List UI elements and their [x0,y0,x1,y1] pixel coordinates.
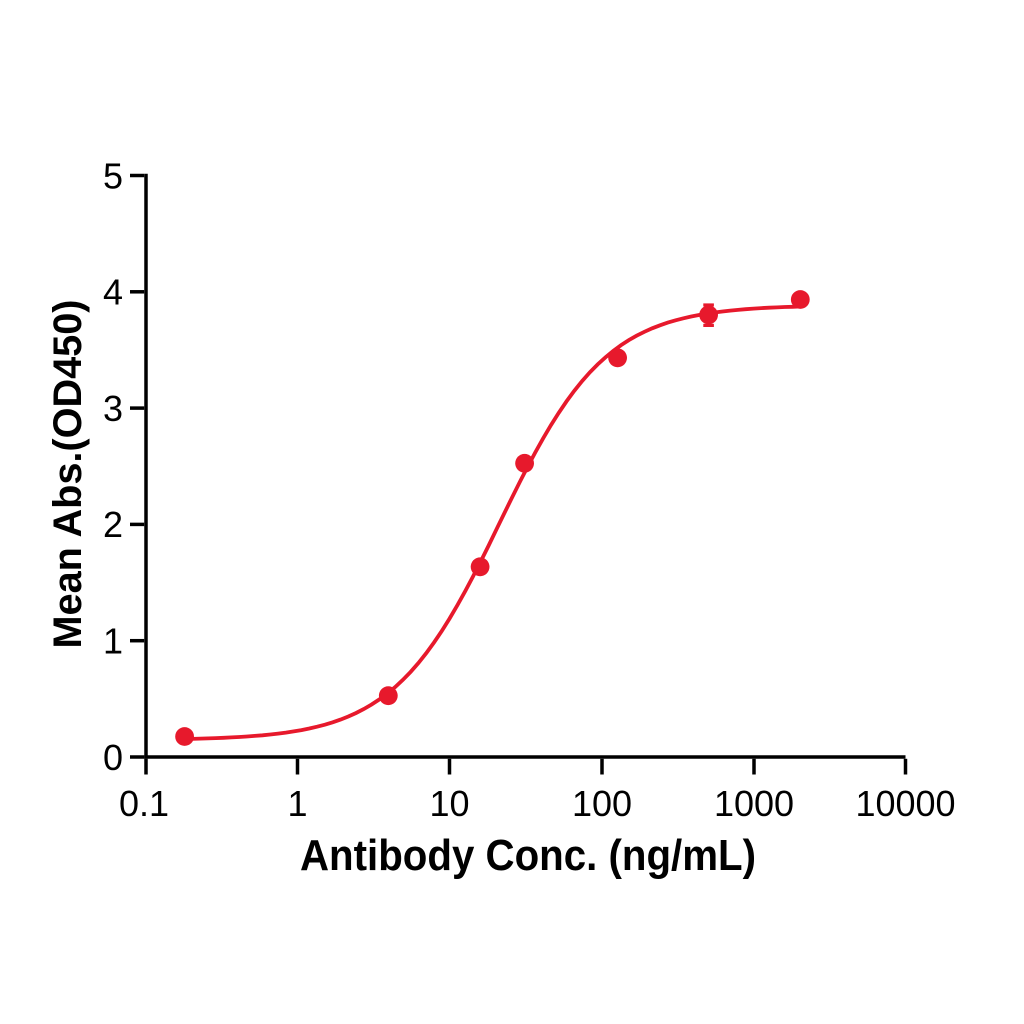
svg-text:Antibody Conc. (ng/mL): Antibody Conc. (ng/mL) [300,831,756,880]
svg-text:10: 10 [429,783,469,824]
svg-text:5: 5 [103,155,123,196]
svg-text:0.1: 0.1 [119,783,169,824]
svg-text:4: 4 [103,272,123,313]
svg-text:3: 3 [103,388,123,429]
svg-text:10000: 10000 [855,783,955,824]
svg-text:1000: 1000 [714,783,794,824]
svg-text:Mean Abs.(OD450): Mean Abs.(OD450) [46,300,90,649]
svg-text:2: 2 [103,504,123,545]
svg-text:100: 100 [572,783,632,824]
svg-text:1: 1 [103,621,123,662]
svg-text:1: 1 [287,783,307,824]
svg-text:0: 0 [103,737,123,778]
